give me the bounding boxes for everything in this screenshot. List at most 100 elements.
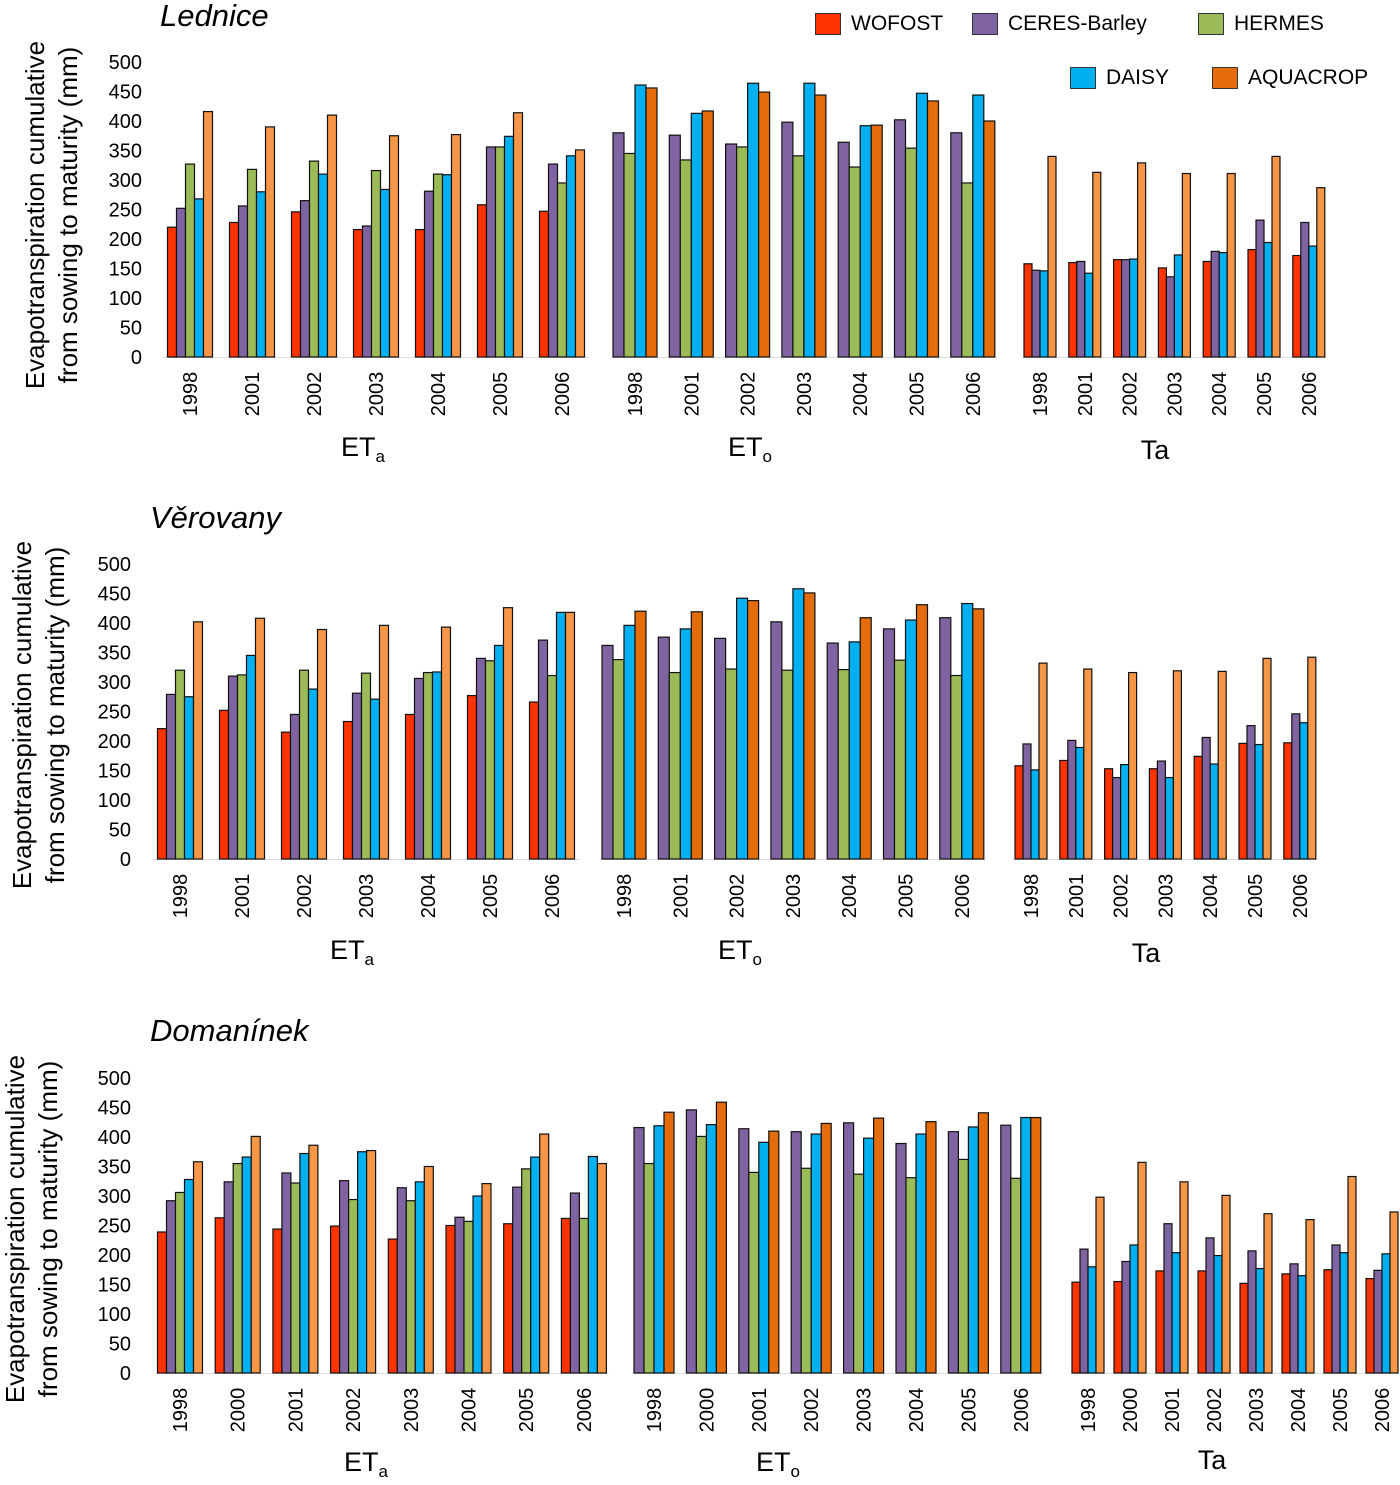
x-tick-label: 2006 bbox=[952, 874, 974, 919]
bar-wofost-1998 bbox=[1071, 1281, 1081, 1374]
y-tick-label: 200 bbox=[109, 229, 142, 251]
bar-hermes-2004 bbox=[837, 669, 850, 860]
y-tick-label: 150 bbox=[109, 259, 142, 281]
bar-aquacrop-2005 bbox=[1347, 1175, 1357, 1374]
x-tick-label: 2003 bbox=[794, 372, 816, 417]
bar-ceres-barley-2005 bbox=[1255, 219, 1265, 358]
x-tick-label: 2005 bbox=[490, 372, 512, 417]
bar-hermes-1998 bbox=[174, 1191, 186, 1374]
bar-aquacrop-2003 bbox=[1172, 670, 1183, 860]
bar-aquacrop-2005 bbox=[977, 1112, 990, 1374]
x-tick-label: 1998 bbox=[1030, 372, 1052, 417]
bar-wofost-2004 bbox=[404, 713, 416, 860]
bar-ceres-barley-2000 bbox=[685, 1109, 698, 1374]
bar-aquacrop-2001 bbox=[1179, 1181, 1189, 1374]
bar-hermes-2003 bbox=[792, 155, 805, 358]
y-axis-title: Evapotranspiration cumulative from sowing… bbox=[19, 0, 85, 435]
bar-daisy-2004 bbox=[859, 125, 872, 358]
bar-ceres-barley-2002 bbox=[724, 143, 738, 358]
bar-daisy-2004 bbox=[441, 174, 453, 358]
bar-daisy-2005 bbox=[503, 135, 515, 358]
x-tick-label: 2002 bbox=[304, 372, 326, 417]
legend-swatch bbox=[1070, 67, 1096, 89]
legend-swatch bbox=[815, 13, 841, 35]
x-tick-label: 2001 bbox=[670, 874, 692, 919]
bar-daisy-1998 bbox=[1030, 769, 1040, 860]
bar-daisy-1998 bbox=[653, 1125, 665, 1374]
bar-ceres-barley-2004 bbox=[1210, 250, 1220, 358]
bar-ceres-barley-2006 bbox=[1373, 1269, 1383, 1374]
bar-aquacrop-2003 bbox=[803, 592, 816, 860]
bar-hermes-2000 bbox=[695, 1135, 708, 1374]
bar-daisy-2004 bbox=[1297, 1275, 1307, 1374]
x-tick-label: 2002 bbox=[1120, 372, 1142, 417]
bar-hermes-2002 bbox=[735, 146, 749, 358]
bar-hermes-2001 bbox=[679, 159, 692, 358]
x-tick-label: 2004 bbox=[906, 1388, 928, 1433]
bar-aquacrop-2002 bbox=[1221, 1194, 1231, 1374]
bar-ceres-barley-2001 bbox=[738, 1128, 750, 1374]
bar-daisy-2002 bbox=[307, 688, 319, 860]
bar-hermes-1998 bbox=[623, 152, 636, 358]
bar-hermes-2001 bbox=[748, 1171, 760, 1374]
y-tick-label: 400 bbox=[109, 111, 142, 133]
bar-wofost-2002 bbox=[290, 211, 302, 358]
bar-wofost-2003 bbox=[387, 1238, 398, 1374]
bar-wofost-2006 bbox=[560, 1217, 572, 1374]
x-tick-label: 1998 bbox=[625, 372, 647, 417]
bar-wofost-2005 bbox=[476, 204, 488, 358]
x-tick-label: 2001 bbox=[242, 372, 264, 417]
bar-ceres-barley-2004 bbox=[895, 1142, 907, 1374]
x-tick-label: 2006 bbox=[1299, 372, 1321, 417]
bar-daisy-2003 bbox=[1173, 254, 1184, 358]
y-tick-label: 50 bbox=[109, 1334, 131, 1356]
bar-hermes-2004 bbox=[848, 166, 861, 358]
bar-ceres-barley-2000 bbox=[1121, 1260, 1131, 1374]
bar-ceres-barley-1998 bbox=[175, 207, 187, 358]
bar-ceres-barley-2003 bbox=[1165, 276, 1176, 358]
bar-aquacrop-1998 bbox=[202, 110, 214, 358]
bar-daisy-2002 bbox=[357, 1151, 368, 1374]
bar-ceres-barley-2006 bbox=[547, 163, 559, 358]
bar-daisy-2003 bbox=[1164, 776, 1175, 860]
bar-aquacrop-2003 bbox=[872, 1117, 885, 1374]
bar-hermes-2003 bbox=[852, 1173, 865, 1374]
bar-aquacrop-2004 bbox=[481, 1183, 492, 1374]
bar-hermes-2003 bbox=[781, 669, 794, 860]
group-label-eta: ETa bbox=[330, 935, 374, 969]
bar-daisy-1998 bbox=[1039, 270, 1049, 358]
bar-daisy-2001 bbox=[690, 112, 703, 358]
x-tick-label: 2005 bbox=[1254, 372, 1276, 417]
bar-wofost-2002 bbox=[1112, 259, 1123, 358]
bar-ceres-barley-2001 bbox=[281, 1172, 292, 1374]
bar-wofost-2003 bbox=[342, 720, 354, 860]
bar-ceres-barley-2001 bbox=[657, 636, 670, 860]
bar-daisy-2005 bbox=[1339, 1252, 1349, 1374]
legend-swatch bbox=[1212, 67, 1238, 89]
x-tick-label: 2002 bbox=[738, 372, 760, 417]
x-tick-label: 2004 bbox=[1200, 874, 1222, 919]
bar-aquacrop-1998 bbox=[1047, 155, 1057, 358]
bar-aquacrop-2004 bbox=[870, 124, 883, 358]
y-tick-label: 350 bbox=[98, 1157, 131, 1179]
bar-hermes-2005 bbox=[893, 659, 907, 860]
bar-ceres-barley-2002 bbox=[713, 637, 727, 860]
x-tick-label: 2003 bbox=[854, 1388, 876, 1433]
x-tick-label: 2004 bbox=[839, 874, 861, 919]
bar-daisy-2006 bbox=[972, 94, 985, 358]
x-tick-label: 2001 bbox=[681, 372, 703, 417]
bar-aquacrop-2003 bbox=[423, 1165, 434, 1374]
x-tick-label: 2001 bbox=[1066, 874, 1088, 919]
legend-swatch bbox=[1198, 13, 1224, 35]
bar-ceres-barley-2003 bbox=[770, 621, 783, 860]
bar-daisy-2006 bbox=[565, 155, 577, 358]
x-tick-label: 2006 bbox=[1372, 1388, 1394, 1433]
x-tick-label: 2000 bbox=[1120, 1388, 1142, 1433]
y-tick-label: 200 bbox=[98, 731, 131, 753]
bar-wofost-2005 bbox=[1323, 1269, 1333, 1374]
bar-daisy-2004 bbox=[848, 641, 861, 860]
group-label-eto: ETo bbox=[718, 935, 762, 969]
bar-daisy-2003 bbox=[369, 698, 381, 860]
y-tick-label: 300 bbox=[98, 672, 131, 694]
